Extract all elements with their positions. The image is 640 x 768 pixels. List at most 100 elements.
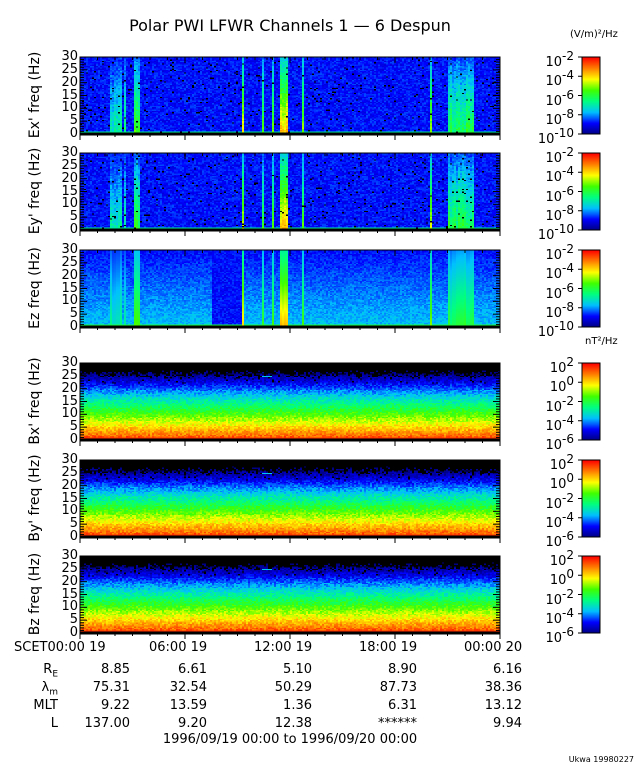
colorbar-tick-label: 10-4 bbox=[545, 509, 574, 531]
exponent: -4 bbox=[562, 261, 574, 276]
ephemeris-value: 12.38 bbox=[274, 716, 312, 731]
x-tick-label: 06:00 19 bbox=[149, 640, 208, 655]
y-tick-label: 0 bbox=[69, 432, 78, 447]
colorbar-frame bbox=[581, 362, 601, 441]
ephemeris-row-label: λm bbox=[0, 680, 58, 698]
y-tick-label: 20 bbox=[61, 380, 78, 396]
plot-frame bbox=[79, 249, 501, 328]
y-tick-label: 5 bbox=[69, 209, 78, 225]
y-tick-label: 25 bbox=[61, 157, 78, 173]
label: L bbox=[50, 716, 58, 731]
colorbar-tick-label: 10-10 bbox=[537, 126, 574, 147]
colorbar-tick-label: 10-6 bbox=[545, 529, 574, 550]
colorbar-tick-label: 10-2 bbox=[545, 49, 574, 70]
y-tick-label: 30 bbox=[61, 548, 78, 563]
exponent: -2 bbox=[562, 586, 574, 601]
colorbar bbox=[582, 250, 600, 327]
y-tick-label: 30 bbox=[61, 49, 78, 64]
colorbar-tick-label: 10-10 bbox=[537, 319, 574, 340]
chart-title: Polar PWI LFWR Channels 1 — 6 Despun bbox=[129, 16, 451, 35]
ephemeris-value: 9.94 bbox=[493, 716, 522, 731]
colorbar-frame bbox=[581, 459, 601, 538]
ephemeris-value: 13.59 bbox=[169, 698, 207, 713]
ephemeris-row-label: MLT bbox=[0, 698, 58, 716]
colorbar-tick-label: 10-4 bbox=[545, 412, 574, 434]
y-tick-label: 15 bbox=[61, 586, 78, 602]
ephemeris-value: 5.10 bbox=[283, 662, 312, 677]
colorbar-tick-label: 10-2 bbox=[545, 586, 574, 608]
exponent: -4 bbox=[562, 164, 574, 179]
plot-frame bbox=[79, 56, 501, 135]
spectrogram-1 bbox=[80, 57, 500, 134]
colorbar-tick-label: 10-2 bbox=[545, 393, 574, 415]
y-tick-label: 30 bbox=[61, 452, 78, 467]
colorbar bbox=[582, 363, 600, 440]
y-tick-label: 10 bbox=[61, 293, 78, 309]
exponent: 0 bbox=[566, 471, 574, 486]
exponent: 2 bbox=[566, 548, 574, 562]
colorbar-tick-label: 10-2 bbox=[545, 145, 574, 166]
ephemeris-value: 8.85 bbox=[101, 662, 130, 677]
y-tick-label: 15 bbox=[61, 183, 78, 199]
plot-frame bbox=[79, 362, 501, 441]
ephemeris-value: 9.22 bbox=[101, 698, 130, 713]
colorbar-tick-label: 10-4 bbox=[545, 605, 574, 627]
exponent: -6 bbox=[562, 87, 574, 102]
exponent: -4 bbox=[562, 412, 574, 427]
y-tick-label: 15 bbox=[61, 87, 78, 103]
colorbar-tick-label: 102 bbox=[549, 452, 574, 473]
y-tick-label: 20 bbox=[61, 477, 78, 493]
plot-frame bbox=[79, 152, 501, 231]
ephemeris-value: 6.16 bbox=[493, 662, 522, 677]
colorbar-frame bbox=[581, 56, 601, 135]
time-range: 1996/09/19 00:00 to 1996/09/20 00:00 bbox=[162, 732, 418, 747]
colorbar-tick-label: 10-4 bbox=[545, 261, 574, 283]
electric-unit: (V/m)²/Hz bbox=[570, 29, 618, 40]
y-tick-label: 10 bbox=[61, 503, 78, 519]
exponent: -2 bbox=[562, 145, 574, 159]
colorbar-tick-label: 100 bbox=[549, 374, 574, 396]
plot-frame bbox=[79, 555, 501, 634]
exponent: -4 bbox=[562, 68, 574, 83]
y-tick-label: 0 bbox=[69, 625, 78, 640]
label-subscript: E bbox=[52, 669, 58, 680]
colorbar-tick-label: 100 bbox=[549, 567, 574, 589]
colorbar-tick-label: 10-6 bbox=[545, 183, 574, 205]
colorbar-tick-label: 10-10 bbox=[537, 222, 574, 243]
colorbar-tick-label: 10-4 bbox=[545, 164, 574, 186]
exponent: -2 bbox=[562, 393, 574, 408]
exponent: 2 bbox=[566, 452, 574, 466]
x-tick-label: SCET00:00 19 bbox=[14, 640, 106, 655]
exponent: -8 bbox=[562, 299, 574, 314]
colorbar-tick-label: 10-8 bbox=[545, 202, 574, 224]
colorbar-tick-label: 10-6 bbox=[545, 87, 574, 109]
colorbar-tick-label: 100 bbox=[549, 471, 574, 493]
y-tick-label: 20 bbox=[61, 74, 78, 90]
y-tick-label: 25 bbox=[61, 61, 78, 77]
ephemeris-value: 38.36 bbox=[484, 680, 522, 695]
y-tick-label: 5 bbox=[69, 113, 78, 129]
x-tick-label: 12:00 19 bbox=[254, 640, 313, 655]
exponent: -10 bbox=[554, 126, 574, 140]
colorbar-tick-label: 10-2 bbox=[545, 490, 574, 512]
colorbar-frame bbox=[581, 555, 601, 634]
y-tick-label: 0 bbox=[69, 222, 78, 237]
exponent: -4 bbox=[562, 509, 574, 524]
colorbar-tick-label: 102 bbox=[549, 355, 574, 376]
label: λ bbox=[41, 680, 50, 695]
label: R bbox=[43, 662, 53, 677]
ephemeris-value: 6.31 bbox=[388, 698, 417, 713]
exponent: -6 bbox=[562, 183, 574, 198]
y-tick-label: 5 bbox=[69, 419, 78, 435]
ephemeris-value: ****** bbox=[378, 716, 417, 731]
ephemeris-value: 87.73 bbox=[379, 680, 417, 695]
spectrogram-2 bbox=[80, 153, 500, 230]
y-tick-label: 25 bbox=[61, 464, 78, 480]
label: MLT bbox=[33, 698, 58, 713]
colorbar-tick-label: 10-6 bbox=[545, 280, 574, 302]
colorbar-tick-label: 10-8 bbox=[545, 106, 574, 128]
exponent: 0 bbox=[566, 567, 574, 582]
magnetic-unit: nT²/Hz bbox=[585, 336, 618, 347]
plot-frame bbox=[79, 459, 501, 538]
